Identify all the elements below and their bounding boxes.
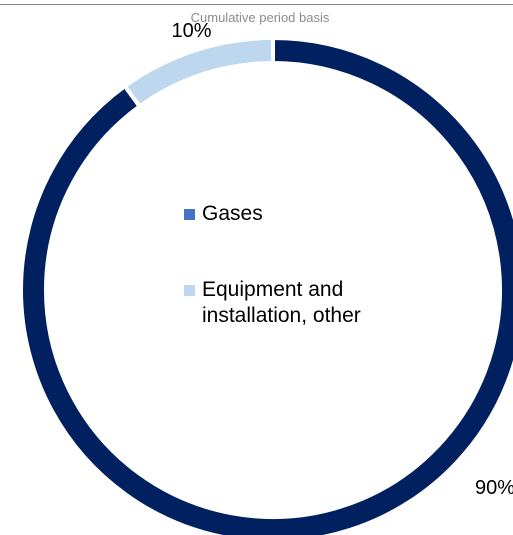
chart-subtitle: Cumulative period basis bbox=[190, 10, 330, 25]
legend-swatch-gases bbox=[184, 209, 195, 220]
legend-item-gases: Gases bbox=[184, 201, 384, 227]
data-label-gases: 90% bbox=[475, 477, 513, 499]
donut-labels: 90% 10% bbox=[172, 20, 513, 499]
top-divider bbox=[0, 4, 513, 5]
donut-slices bbox=[19, 35, 513, 535]
legend-label-gases: Gases bbox=[202, 202, 263, 225]
legend-item-equipment: Equipment and installation, other bbox=[184, 277, 384, 329]
donut-slice-equipment bbox=[122, 35, 275, 110]
data-label-equipment: 10% bbox=[172, 20, 212, 42]
chart-legend: Gases Equipment and installation, other bbox=[184, 201, 384, 329]
legend-swatch-equipment bbox=[184, 285, 195, 296]
legend-label-equipment: Equipment and installation, other bbox=[202, 278, 361, 327]
donut-slice-gases bbox=[19, 35, 513, 535]
